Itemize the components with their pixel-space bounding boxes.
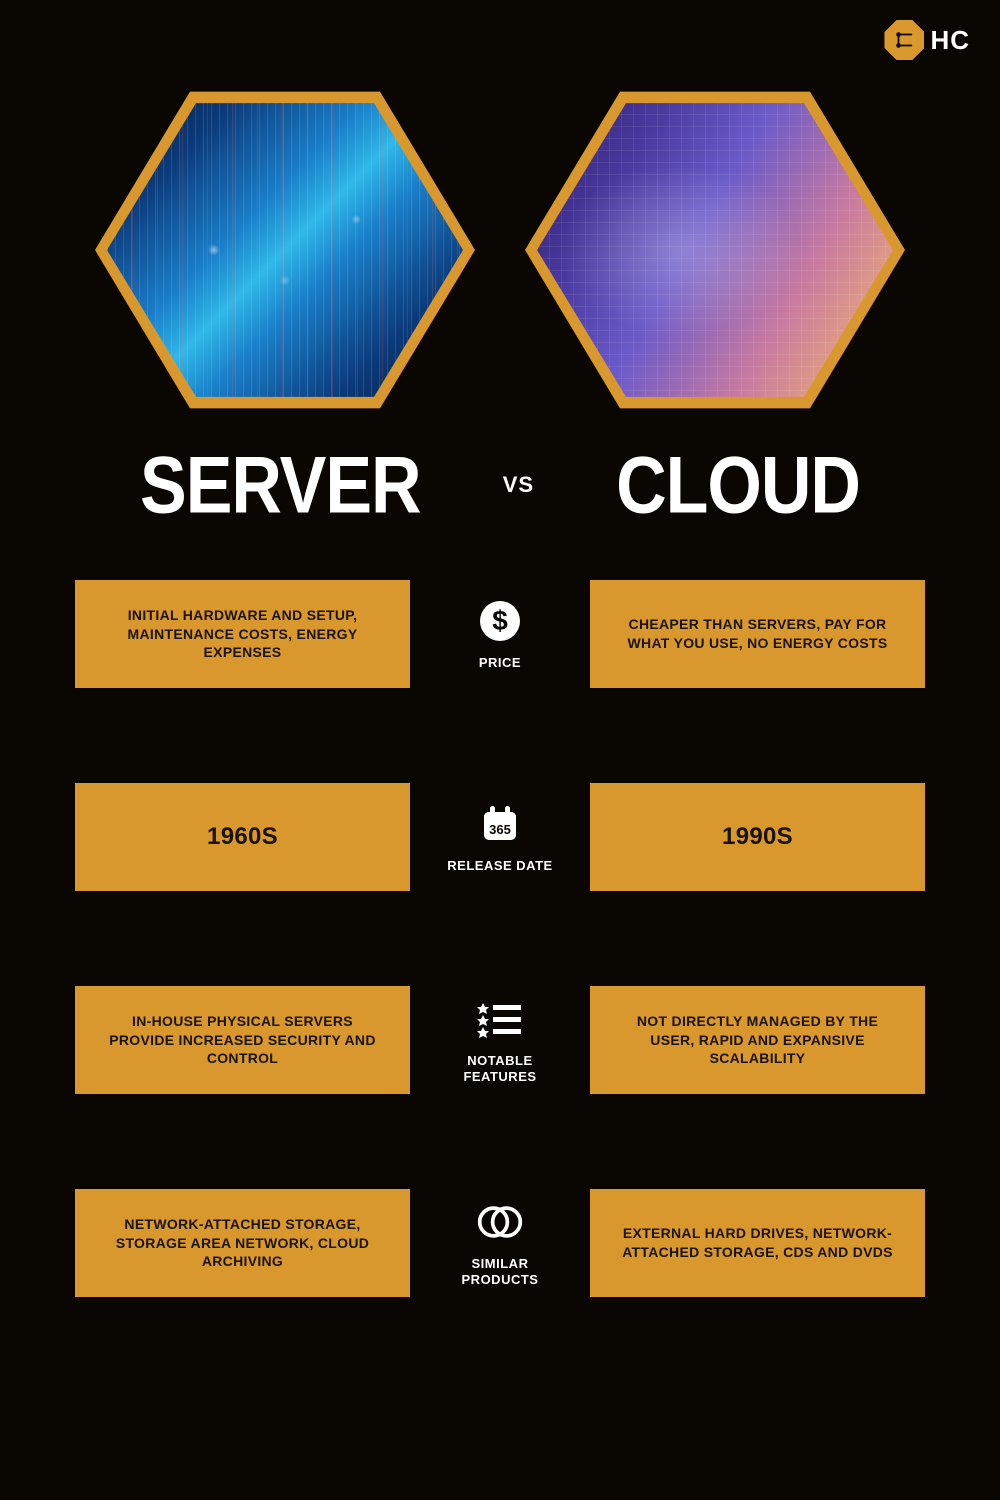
category-label: SIMILARPRODUCTS bbox=[462, 1256, 539, 1287]
comparison-row-features: IN-HOUSE PHYSICAL SERVERS PROVIDE INCREA… bbox=[75, 986, 925, 1094]
cloud-features-card: NOT DIRECTLY MANAGED BY THE USER, RAPID … bbox=[590, 986, 925, 1094]
cloud-price-card: CHEAPER THAN SERVERS, PAY FOR WHAT YOU U… bbox=[590, 580, 925, 688]
comparison-row-release: 1960S 365 RELEASE DATE 1990S bbox=[75, 783, 925, 891]
category-similar: SIMILARPRODUCTS bbox=[430, 1198, 570, 1287]
server-hex bbox=[95, 85, 475, 415]
svg-text:365: 365 bbox=[489, 822, 511, 837]
comparison-row-price: INITIAL HARDWARE AND SETUP, MAINTENANCE … bbox=[75, 580, 925, 688]
logo-badge-icon bbox=[884, 20, 924, 60]
cloud-release-card: 1990S bbox=[590, 783, 925, 891]
category-features: NOTABLEFEATURES bbox=[430, 995, 570, 1084]
server-title: SERVER bbox=[140, 439, 421, 531]
server-similar-card: NETWORK-ATTACHED STORAGE, STORAGE AREA N… bbox=[75, 1189, 410, 1297]
cloud-similar-card: EXTERNAL HARD DRIVES, NETWORK-ATTACHED S… bbox=[590, 1189, 925, 1297]
category-price: $ PRICE bbox=[430, 597, 570, 671]
category-release: 365 RELEASE DATE bbox=[430, 800, 570, 874]
cloud-title: CLOUD bbox=[616, 439, 860, 531]
comparison-row-similar: NETWORK-ATTACHED STORAGE, STORAGE AREA N… bbox=[75, 1189, 925, 1297]
title-row: SERVER VS CLOUD bbox=[0, 445, 1000, 525]
vs-label: VS bbox=[503, 472, 534, 498]
comparison-rows: INITIAL HARDWARE AND SETUP, MAINTENANCE … bbox=[0, 580, 1000, 1392]
category-label: NOTABLEFEATURES bbox=[463, 1053, 536, 1084]
hex-image-row bbox=[0, 85, 1000, 415]
features-icon bbox=[476, 995, 524, 1043]
server-features-card: IN-HOUSE PHYSICAL SERVERS PROVIDE INCREA… bbox=[75, 986, 410, 1094]
server-release-card: 1960S bbox=[75, 783, 410, 891]
dollar-icon: $ bbox=[476, 597, 524, 645]
server-price-card: INITIAL HARDWARE AND SETUP, MAINTENANCE … bbox=[75, 580, 410, 688]
category-label: RELEASE DATE bbox=[447, 858, 552, 874]
calendar-icon: 365 bbox=[476, 800, 524, 848]
venn-icon bbox=[476, 1198, 524, 1246]
logo-text: HC bbox=[930, 25, 970, 56]
cloud-hex bbox=[525, 85, 905, 415]
brand-logo: HC bbox=[884, 20, 970, 60]
svg-text:$: $ bbox=[492, 605, 508, 636]
category-label: PRICE bbox=[479, 655, 521, 671]
